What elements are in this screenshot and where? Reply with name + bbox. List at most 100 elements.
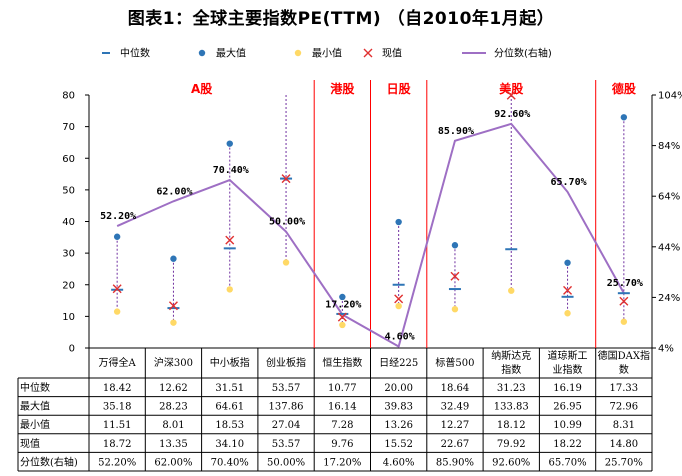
region-label: 日股	[387, 81, 412, 96]
current-marker	[563, 285, 573, 295]
table-row-header: 现值	[20, 437, 40, 450]
table-cell: 12.27	[441, 420, 470, 431]
legend-label: 中位数	[120, 47, 150, 60]
table-cell: 10.99	[553, 420, 582, 431]
percentile-data-label: 70.40%	[213, 165, 249, 176]
right-tick-label: 4%	[658, 344, 674, 355]
min-marker	[451, 305, 459, 313]
table-cell: 15.52	[384, 439, 413, 450]
min-marker	[620, 318, 628, 325]
percentile-data-label: 65.70%	[550, 177, 586, 188]
category-label: 业指数	[553, 363, 583, 376]
category-label: 标普500	[435, 356, 474, 369]
min-marker	[282, 259, 290, 266]
category-label: 日经225	[379, 356, 418, 369]
category-label: 指数	[501, 363, 521, 376]
left-tick-label: 70	[62, 122, 75, 133]
right-tick-label: 104%	[658, 91, 682, 102]
chart-title: 图表1：全球主要指数PE(TTM) （自2010年1月起）	[127, 9, 555, 29]
table-cell: 18.72	[103, 439, 132, 450]
current-marker	[450, 271, 460, 281]
region-label: 美股	[499, 81, 524, 96]
legend-max-symbol	[198, 49, 206, 57]
min-marker	[508, 287, 515, 294]
percentile-line-series	[116, 122, 625, 348]
table-row-header: 分位数(右轴)	[20, 455, 78, 468]
table-cell: 18.12	[497, 420, 526, 431]
current-marker	[619, 296, 629, 306]
table-cell: 62.00%	[154, 457, 192, 468]
table-cell: 26.95	[553, 402, 582, 413]
left-tick-label: 10	[62, 312, 75, 323]
category-label: 纳斯达克	[491, 349, 531, 362]
legend-label: 最大值	[216, 47, 246, 60]
table-cell: 72.96	[610, 402, 639, 413]
category-label: 道琼斯工	[548, 349, 588, 362]
table-cell: 13.26	[384, 420, 413, 431]
table-cell: 7.28	[331, 420, 353, 431]
percentile-data-label: 52.20%	[100, 211, 136, 222]
current-marker	[337, 312, 347, 322]
legend-label: 分位数(右轴)	[494, 47, 552, 60]
category-label: 数	[619, 363, 629, 376]
table-cell: 31.51	[215, 383, 244, 394]
min-marker	[226, 286, 233, 293]
category-label: 恒生指数	[322, 356, 362, 369]
max-marker	[564, 259, 571, 266]
max-marker	[170, 255, 177, 262]
region-label: A股	[191, 81, 213, 96]
current-marker	[506, 90, 516, 100]
table-cell: 64.61	[215, 402, 244, 413]
category-label: 沪深300	[154, 356, 193, 369]
table-cell: 133.83	[494, 402, 529, 413]
table-cell: 137.86	[269, 402, 304, 413]
category-label: 中小板指	[210, 356, 250, 369]
max-marker	[226, 140, 233, 147]
table-cell: 92.60%	[492, 457, 530, 468]
min-marker	[170, 319, 177, 326]
table-cell: 13.35	[159, 439, 188, 450]
table-cell: 39.83	[384, 402, 413, 413]
table-cell: 17.33	[610, 383, 639, 394]
left-tick-label: 20	[62, 280, 75, 291]
percentile-data-label: 25.70%	[607, 278, 643, 289]
category-label: 创业板指	[266, 356, 306, 369]
table-cell: 25.70%	[605, 457, 643, 468]
table-cell: 50.00%	[267, 457, 305, 468]
chart-axes: 0 10 20 30 40 50 60 70 80 4% 24% 44% 64% 84% 104%	[62, 91, 682, 355]
right-tick-label: 84%	[658, 141, 680, 152]
table-cell: 18.22	[553, 439, 582, 450]
table-row-header: 最小值	[20, 418, 50, 431]
table-cell: 34.10	[215, 439, 244, 450]
table-cell: 16.14	[328, 402, 357, 413]
left-tick-label: 30	[62, 249, 75, 260]
right-tick-label: 44%	[658, 242, 680, 253]
table-cell: 18.64	[441, 383, 470, 394]
table-cell: 20.00	[384, 383, 413, 394]
category-label: 万得全A	[99, 356, 137, 369]
table-cell: 18.42	[103, 383, 132, 394]
table-cell: 52.20%	[98, 457, 136, 468]
table-cell: 53.57	[272, 383, 301, 394]
left-tick-label: 50	[62, 185, 75, 196]
table-row-header: 中位数	[20, 381, 50, 394]
percentile-data-label: 92.60%	[494, 109, 530, 120]
region-label: 德股	[612, 81, 637, 96]
table-cell: 18.53	[215, 420, 244, 431]
right-tick-label: 64%	[658, 192, 680, 203]
current-marker	[225, 235, 235, 245]
percentile-data-label: 17.20%	[325, 300, 361, 311]
table-cell: 32.49	[441, 402, 470, 413]
percentile-data-label: 85.90%	[438, 126, 474, 137]
max-marker	[395, 218, 402, 226]
percentile-data-label: 4.60%	[385, 331, 415, 342]
percentile-data-label: 62.00%	[156, 186, 192, 197]
table-cell: 9.76	[331, 439, 353, 450]
table-cell: 65.70%	[548, 457, 586, 468]
max-marker	[339, 293, 346, 301]
table-cell: 8.31	[613, 420, 635, 431]
table-cell: 11.51	[103, 420, 132, 431]
region-label: 港股	[330, 81, 355, 96]
current-marker	[112, 284, 122, 294]
